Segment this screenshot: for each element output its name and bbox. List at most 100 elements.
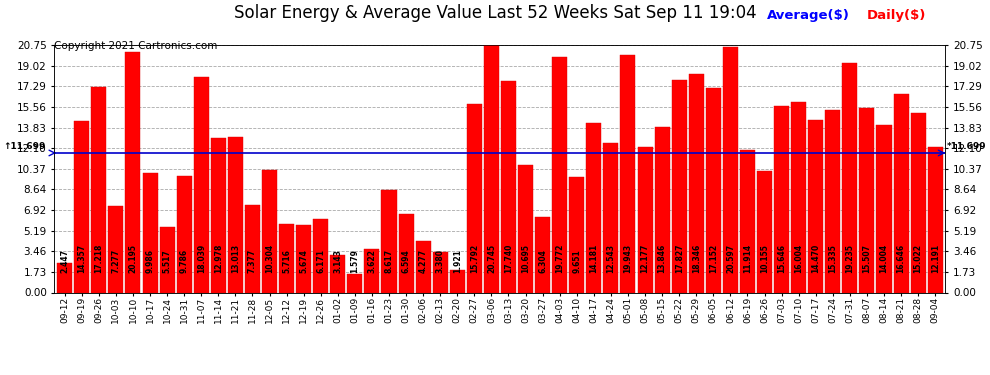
Text: 5.517: 5.517 (162, 249, 171, 273)
Bar (706, 88, 721, 292)
Bar (501, 81, 516, 292)
Text: 2.447: 2.447 (60, 249, 69, 273)
Text: 15.335: 15.335 (829, 244, 838, 273)
Bar (552, 57, 567, 292)
Text: 10.304: 10.304 (265, 244, 274, 273)
Bar (757, 171, 772, 292)
Text: 7.277: 7.277 (112, 249, 121, 273)
Text: 17.827: 17.827 (674, 243, 684, 273)
Text: 9.986: 9.986 (146, 249, 154, 273)
Bar (331, 255, 346, 292)
Bar (108, 206, 124, 292)
Bar (689, 74, 704, 292)
Text: 20.745: 20.745 (487, 244, 496, 273)
Text: 6.594: 6.594 (402, 249, 411, 273)
Bar (894, 94, 909, 292)
Text: 10.695: 10.695 (521, 244, 530, 273)
Text: 12.978: 12.978 (214, 243, 223, 273)
Text: 19.235: 19.235 (845, 244, 854, 273)
Text: 15.646: 15.646 (777, 244, 786, 273)
Bar (911, 113, 926, 292)
Bar (245, 204, 260, 292)
Bar (364, 249, 379, 292)
Bar (569, 177, 584, 292)
Text: *11.699: *11.699 (947, 142, 987, 151)
Text: 18.039: 18.039 (197, 243, 206, 273)
Bar (91, 87, 106, 292)
Bar (536, 217, 550, 292)
Text: 1.579: 1.579 (350, 249, 359, 273)
Text: Copyright 2021 Cartronics.com: Copyright 2021 Cartronics.com (54, 41, 218, 51)
Text: 5.674: 5.674 (299, 249, 308, 273)
Text: 13.846: 13.846 (657, 243, 666, 273)
Text: 15.792: 15.792 (470, 244, 479, 273)
Text: 20.597: 20.597 (726, 244, 735, 273)
Text: 1.921: 1.921 (452, 249, 461, 273)
Bar (176, 176, 192, 292)
Text: 3.143: 3.143 (334, 249, 343, 273)
Bar (671, 80, 687, 292)
Bar (826, 110, 841, 292)
Bar (126, 52, 141, 292)
Text: 5.716: 5.716 (282, 249, 291, 273)
Bar (399, 214, 414, 292)
Text: 12.177: 12.177 (641, 243, 649, 273)
Bar (159, 227, 174, 292)
Text: 11.914: 11.914 (742, 244, 752, 273)
Bar (928, 147, 942, 292)
Bar (586, 123, 601, 292)
Text: 14.357: 14.357 (77, 244, 86, 273)
Text: 6.304: 6.304 (539, 249, 547, 273)
Bar (262, 170, 277, 292)
Bar (654, 128, 669, 292)
Bar (313, 219, 329, 292)
Bar (876, 126, 892, 292)
Bar (603, 143, 619, 292)
Bar (740, 150, 755, 292)
Text: 16.646: 16.646 (897, 244, 906, 273)
Bar (842, 63, 857, 292)
Bar (433, 252, 447, 292)
Text: 8.617: 8.617 (384, 249, 393, 273)
Bar (518, 165, 533, 292)
Bar (484, 45, 499, 292)
Bar (279, 224, 294, 292)
Text: 15.022: 15.022 (914, 244, 923, 273)
Text: Average($): Average($) (767, 9, 850, 22)
Text: 9.651: 9.651 (572, 249, 581, 273)
Text: 20.195: 20.195 (129, 244, 138, 273)
Bar (859, 108, 874, 292)
Text: 9.786: 9.786 (179, 249, 189, 273)
Text: Daily($): Daily($) (866, 9, 926, 22)
Text: 4.277: 4.277 (419, 249, 428, 273)
Text: 19.943: 19.943 (624, 244, 633, 273)
Bar (381, 190, 397, 292)
Text: 18.346: 18.346 (692, 243, 701, 273)
Bar (211, 138, 226, 292)
Text: 16.004: 16.004 (794, 244, 803, 273)
Bar (347, 274, 362, 292)
Bar (194, 77, 209, 292)
Text: 12.191: 12.191 (931, 244, 940, 273)
Bar (467, 104, 482, 292)
Text: 17.740: 17.740 (504, 243, 513, 273)
Text: 7.377: 7.377 (248, 249, 257, 273)
Bar (57, 263, 72, 292)
Text: 13.013: 13.013 (231, 244, 240, 273)
Text: 3.380: 3.380 (436, 249, 445, 273)
Text: 17.218: 17.218 (94, 243, 103, 273)
Bar (74, 121, 89, 292)
Text: 14.181: 14.181 (589, 243, 598, 273)
Bar (296, 225, 311, 292)
Bar (143, 173, 157, 292)
Text: 17.152: 17.152 (709, 244, 718, 273)
Text: Solar Energy & Average Value Last 52 Weeks Sat Sep 11 19:04: Solar Energy & Average Value Last 52 Wee… (234, 4, 756, 22)
Bar (723, 47, 738, 292)
Bar (449, 270, 464, 292)
Text: 15.507: 15.507 (862, 244, 871, 273)
Text: 19.772: 19.772 (555, 243, 564, 273)
Bar (621, 55, 636, 292)
Bar (774, 106, 789, 292)
Text: 10.155: 10.155 (760, 244, 769, 273)
Text: 14.470: 14.470 (811, 243, 821, 273)
